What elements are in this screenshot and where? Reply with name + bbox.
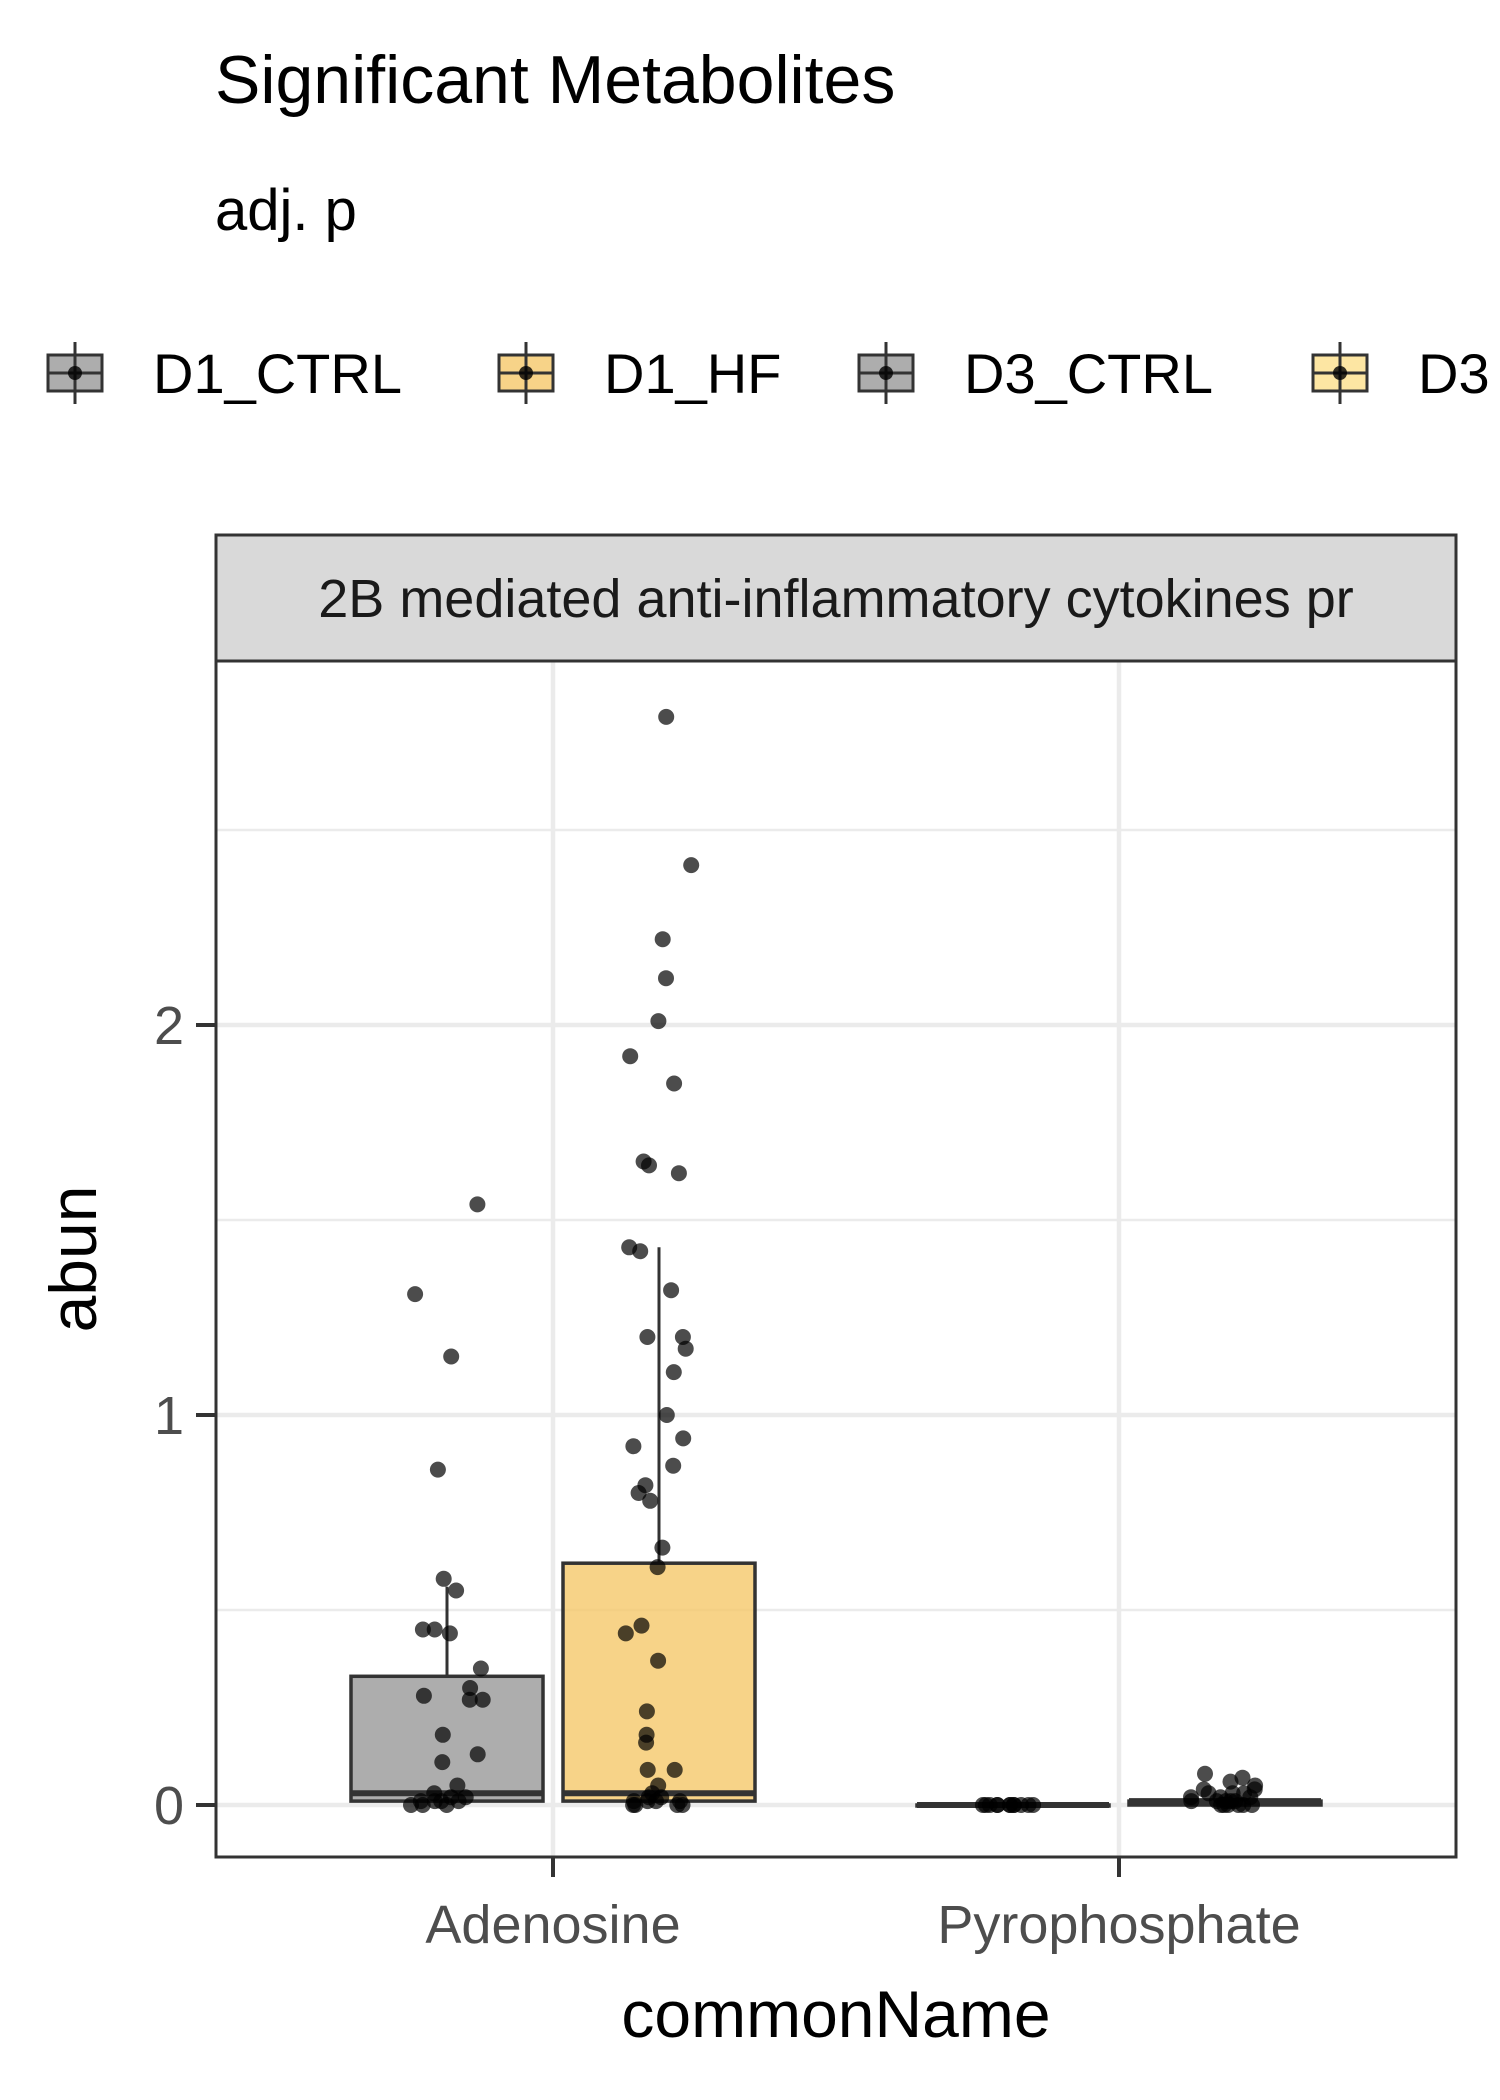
- data-point: [674, 1797, 691, 1813]
- data-point: [633, 1617, 650, 1634]
- data-point: [1013, 1797, 1030, 1813]
- data-point: [1025, 1797, 1042, 1813]
- data-point: [434, 1726, 451, 1743]
- y-tick-label: 1: [154, 1386, 184, 1446]
- y-axis-title: abun: [36, 1186, 110, 1333]
- legend-key-point: [519, 366, 533, 380]
- chart-title: Significant Metabolites: [215, 42, 895, 118]
- y-tick-label: 2: [154, 996, 184, 1056]
- plot-background: [216, 661, 1456, 1857]
- data-point: [663, 1282, 680, 1299]
- data-point: [641, 1157, 657, 1174]
- data-point: [1230, 1797, 1247, 1813]
- data-point: [638, 1734, 655, 1751]
- data-point: [642, 1492, 659, 1509]
- data-point: [429, 1461, 446, 1478]
- data-point: [1244, 1797, 1260, 1813]
- chart-subtitle: adj. p: [215, 178, 357, 243]
- data-point: [675, 1430, 692, 1447]
- data-point: [666, 1075, 683, 1092]
- data-point: [658, 1407, 675, 1423]
- x-tick-label: Adenosine: [425, 1895, 680, 1955]
- data-point: [414, 1797, 431, 1813]
- legend-label: D3: [1418, 342, 1490, 405]
- data-point: [448, 1582, 465, 1599]
- data-point: [443, 1348, 460, 1365]
- data-point: [1001, 1797, 1018, 1813]
- legend-key-point: [1333, 366, 1347, 380]
- data-point: [632, 1243, 649, 1260]
- data-point: [1197, 1765, 1213, 1782]
- data-point: [677, 1340, 694, 1357]
- facet-strip: 2B mediated anti-inflammatory cytokines …: [214, 533, 1458, 663]
- x-tick-label: Pyrophosphate: [937, 1895, 1300, 1955]
- data-point: [683, 857, 700, 874]
- data-point: [414, 1621, 431, 1638]
- data-point: [1216, 1797, 1233, 1813]
- data-point: [415, 1687, 432, 1704]
- data-point: [639, 1761, 656, 1778]
- data-point: [407, 1286, 424, 1303]
- data-point: [472, 1660, 489, 1677]
- data-point: [665, 1457, 682, 1474]
- data-point: [426, 1621, 443, 1638]
- data-point: [1234, 1769, 1251, 1786]
- data-point: [462, 1680, 479, 1696]
- data-point: [461, 1691, 478, 1708]
- legend-item: D3: [1311, 342, 1490, 405]
- facet-strip-background: [214, 533, 1458, 663]
- data-point: [654, 931, 671, 948]
- data-point: [469, 1746, 486, 1763]
- data-point: [622, 1048, 639, 1065]
- data-points: [403, 708, 1264, 1813]
- legend-label: D1_HF: [604, 342, 781, 405]
- data-point: [638, 1703, 655, 1720]
- legend-label: D3_CTRL: [964, 342, 1213, 405]
- data-point: [658, 970, 674, 987]
- data-point: [1183, 1793, 1200, 1810]
- data-point: [639, 1793, 656, 1810]
- y-tick-label: 0: [154, 1776, 184, 1836]
- data-point: [989, 1797, 1006, 1813]
- data-point: [670, 1165, 687, 1182]
- data-point: [666, 1761, 683, 1778]
- data-point: [434, 1754, 451, 1771]
- data-point: [441, 1625, 458, 1642]
- facet-strip-label: 2B mediated anti-inflammatory cytokines …: [318, 569, 1353, 629]
- data-point: [627, 1797, 644, 1813]
- legend-item: D3_CTRL: [857, 342, 1213, 405]
- data-point: [449, 1777, 466, 1794]
- data-point: [474, 1691, 491, 1708]
- legend-item: D1_HF: [497, 342, 781, 405]
- data-point: [639, 1329, 656, 1345]
- legend-item: D1_CTRL: [46, 342, 402, 405]
- x-axis-title: commonName: [621, 1977, 1050, 2051]
- data-point: [658, 708, 675, 725]
- plot-panel: [214, 659, 1458, 1859]
- legend-key-point: [68, 366, 82, 380]
- data-point: [650, 1652, 667, 1669]
- data-point: [617, 1625, 634, 1642]
- data-point: [435, 1570, 452, 1587]
- data-point: [630, 1485, 647, 1501]
- legend-key-point: [879, 366, 893, 380]
- data-point: [625, 1438, 642, 1455]
- data-point: [649, 1559, 666, 1576]
- data-point: [654, 1539, 671, 1556]
- legend-label: D1_CTRL: [153, 342, 402, 405]
- data-point: [403, 1797, 419, 1813]
- data-point: [665, 1364, 682, 1381]
- data-point: [650, 1013, 667, 1030]
- data-point: [469, 1196, 486, 1213]
- axes: 0 1 2 Adenosine Pyrophosphate: [154, 996, 1301, 1955]
- data-point: [438, 1797, 455, 1813]
- legend: D1_CTRL D1_HF D3_CTRL D3: [46, 342, 1490, 405]
- box: [561, 1561, 757, 1803]
